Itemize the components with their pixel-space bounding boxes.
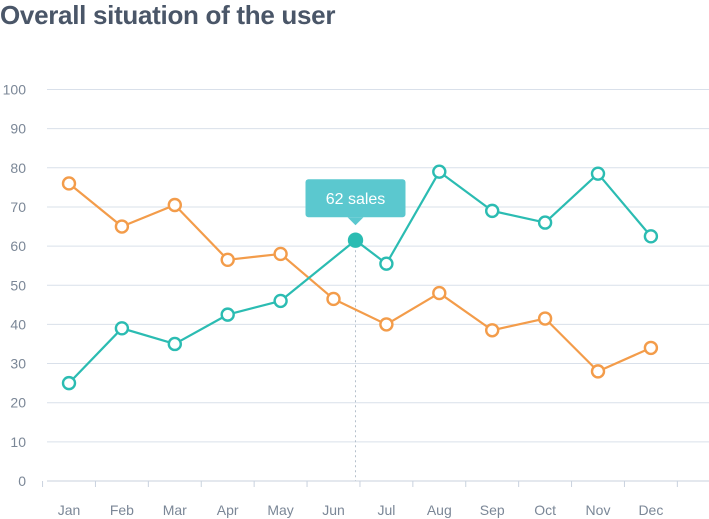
y-tick-label: 30: [10, 356, 26, 372]
data-point: [643, 229, 659, 244]
data-point: [590, 364, 606, 379]
data-point: [114, 219, 130, 234]
x-tick-label: Jul: [377, 502, 395, 518]
data-point: [590, 166, 606, 181]
data-point: [485, 203, 500, 219]
grid-and-y-axis: 0 10 20 30 40 50 60 70 80 90 100: [3, 82, 709, 489]
x-axis: Jan Feb Mar Apr May Jun Jul Aug Sep Oct Nov Dec: [42, 481, 678, 518]
active-data-point: [347, 232, 364, 248]
series-lines: [61, 164, 659, 391]
data-point: [537, 311, 553, 326]
tooltip-text: 62 sales: [326, 191, 386, 208]
x-tick-label: Dec: [638, 502, 663, 518]
y-tick-label: 60: [10, 238, 26, 254]
data-point: [61, 375, 77, 391]
data-point: [379, 256, 394, 271]
tooltip-box: [305, 179, 406, 218]
y-tick-label: 90: [10, 121, 26, 137]
x-tick-label: Oct: [534, 502, 556, 518]
data-point: [432, 164, 447, 179]
data-point: [114, 321, 130, 336]
x-tick-label: Aug: [427, 502, 452, 518]
data-point: [379, 317, 394, 332]
series-line: [68, 182, 652, 373]
data-point: [167, 197, 183, 213]
data-point: [326, 291, 341, 307]
data-point: [167, 336, 183, 352]
data-point: [432, 285, 447, 301]
data-point: [537, 215, 553, 230]
x-tick-label: Feb: [110, 502, 134, 518]
x-tick-label: Sep: [480, 502, 505, 518]
y-tick-label: 10: [10, 434, 26, 450]
x-tick-label: Jun: [322, 502, 345, 518]
x-tick-label: Apr: [217, 502, 239, 518]
y-tick-label: 70: [10, 199, 26, 215]
x-tick-label: Nov: [586, 502, 611, 518]
y-tick-label: 80: [10, 160, 26, 176]
x-tick-label: May: [267, 502, 293, 518]
chart-title: Overall situation of the user: [0, 0, 336, 30]
x-tick-label: Mar: [163, 502, 187, 518]
x-tick-label: Jan: [58, 502, 81, 518]
tooltip-group: 62 sales: [305, 179, 406, 226]
series-line: [68, 170, 652, 384]
data-point: [485, 323, 500, 338]
y-tick-label: 50: [10, 277, 26, 293]
data-point: [220, 252, 235, 268]
tooltip-pointer: [347, 217, 364, 226]
data-point: [643, 340, 659, 356]
data-point: [273, 293, 288, 309]
y-tick-label: 20: [10, 395, 26, 411]
data-point: [220, 307, 235, 322]
y-tick-label: 0: [18, 473, 26, 489]
y-tick-label: 40: [10, 316, 26, 332]
y-tick-label: 100: [3, 82, 27, 98]
data-point: [61, 176, 77, 191]
data-point: [273, 246, 288, 262]
